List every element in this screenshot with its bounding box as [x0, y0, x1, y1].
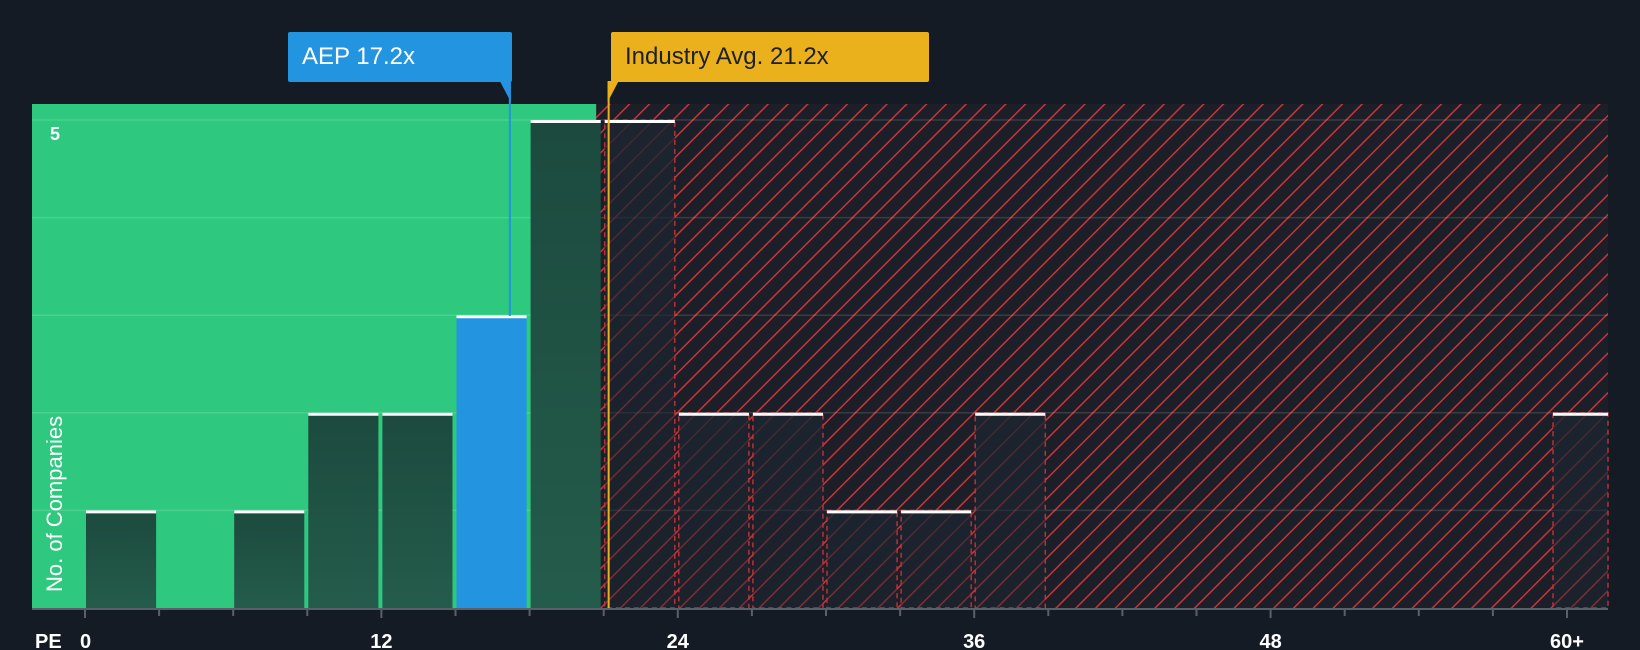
histogram-bar [604, 120, 675, 608]
x-tick-label: 48 [1259, 631, 1281, 650]
histogram-bar [975, 412, 1046, 608]
y-axis-label: No. of Companies [42, 416, 67, 592]
x-minor-ticks [158, 608, 1494, 616]
histogram-bar [86, 510, 157, 608]
industry-average-callout: Industry Avg. 21.2x [611, 32, 929, 82]
histogram-bar [234, 510, 305, 608]
histogram-bar [530, 120, 601, 608]
x-tick-label: 12 [370, 631, 392, 650]
histogram-bar [456, 315, 527, 608]
x-ticks: 0 12 24 36 48 60+ [80, 608, 1584, 650]
x-tick-label: 36 [963, 631, 985, 650]
histogram-bar [1553, 412, 1608, 608]
histogram-bar [752, 412, 823, 608]
company-callout-pointer [499, 81, 511, 102]
x-tick-label: 60+ [1550, 631, 1584, 650]
histogram-bar [678, 412, 749, 608]
histogram-bar [827, 510, 898, 608]
histogram-bar [382, 412, 453, 608]
x-tick-label: 0 [80, 631, 91, 650]
company-pe-callout: AEP 17.2x [288, 32, 512, 82]
bar-caps [86, 120, 1608, 514]
histogram-bar [901, 510, 972, 608]
x-tick-label: 24 [667, 631, 690, 650]
y-tick-label: 5 [50, 124, 60, 144]
histogram-bar [308, 412, 379, 608]
industry-callout-pointer [607, 81, 619, 102]
x-axis-label: PE [35, 631, 62, 650]
bars [86, 119, 1609, 609]
